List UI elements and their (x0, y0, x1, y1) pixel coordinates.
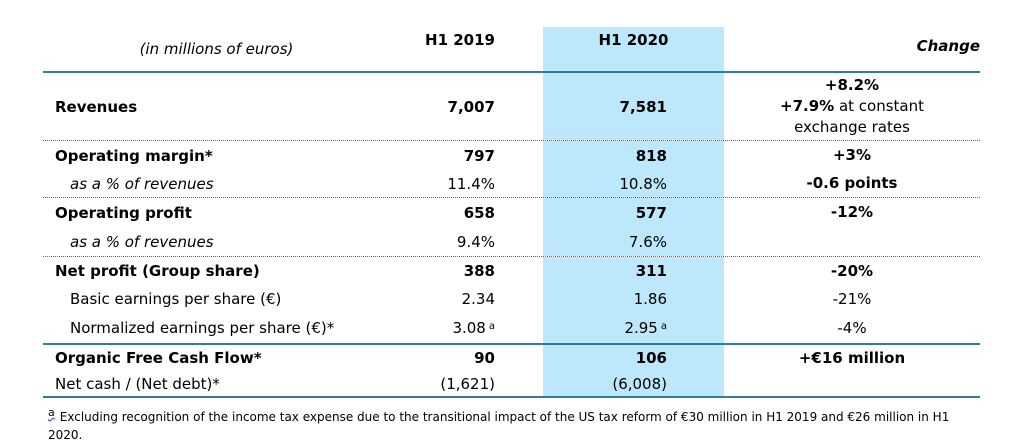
table-header-row: (in millions of euros) H1 2019 H1 2020 C… (43, 27, 980, 73)
value-h1-2020-basic-eps: 1.86 (543, 285, 724, 313)
change-organic-free-cash-flow: +€16 million (724, 345, 980, 371)
row-label-organic-free-cash-flow: Organic Free Cash Flow* (55, 349, 262, 367)
change-line: -4% (837, 318, 867, 337)
change-line: +3% (832, 146, 872, 164)
change-operating-margin-pct-revenues: -0.6 points (724, 170, 980, 197)
row-label-operating-margin: Operating margin* (55, 146, 213, 165)
value-h1-2019-operating-margin-pct-revenues: 11.4% (447, 174, 495, 193)
change-operating-profit-pct-revenues (724, 227, 980, 256)
change-line: exchange rates (794, 118, 910, 136)
footnote-ref-h1-2019-normalized-eps: a (488, 321, 495, 332)
table-row-operating-profit-pct-revenues: as a % of revenues 9.4% 7.6% (43, 227, 980, 257)
header-h1-2019: H1 2019 (425, 31, 495, 49)
table-row-normalized-eps: Normalized earnings per share (€)* 3.08 a 2… (43, 313, 980, 345)
value-h1-2019-revenues: 7,007 (447, 97, 495, 116)
value-h1-2020-operating-profit: 577 (543, 198, 724, 227)
row-label-net-profit-group-share: Net profit (Group share) (55, 262, 260, 280)
header-h1-2020: H1 2020 (543, 27, 724, 71)
row-label-normalized-eps: Normalized earnings per share (€)* (70, 319, 335, 337)
row-label-operating-profit-pct-revenues: as a % of revenues (70, 232, 214, 251)
value-h1-2019-operating-margin: 797 (463, 146, 495, 165)
change-line: +7.9% at constant (780, 97, 924, 115)
change-operating-margin: +3% (724, 141, 980, 170)
row-label-basic-eps: Basic earnings per share (€) (70, 290, 282, 308)
footnote-marker: a (48, 406, 55, 419)
change-line: +€16 million (798, 348, 906, 367)
table-row-net-cash-net-debt: Net cash / (Net debt)* (1,621) (6,008) (43, 371, 980, 398)
table-row-revenues: Revenues 7,007 7,581 +8.2% +7.9% at constant… (43, 73, 980, 141)
change-net-profit-group-share: -20% (724, 257, 980, 285)
change-line: -20% (830, 261, 874, 280)
value-h1-2020-operating-margin-pct-revenues: 10.8% (543, 170, 724, 197)
footnote-ref-h1-2020-normalized-eps: a (660, 321, 667, 332)
value-h1-2020-operating-profit-pct-revenues: 7.6% (543, 227, 724, 256)
row-label-revenues: Revenues (55, 97, 138, 116)
value-h1-2019-basic-eps: 2.34 (461, 290, 495, 308)
change-net-cash-net-debt (724, 371, 980, 396)
table-row-organic-free-cash-flow: Organic Free Cash Flow* 90 106 +€16 million (43, 345, 980, 371)
value-h1-2020-normalized-eps: 2.95 a (543, 313, 724, 343)
financial-results-table: (in millions of euros) H1 2019 H1 2020 C… (43, 27, 980, 398)
change-operating-profit: -12% (724, 198, 980, 227)
value-h1-2020-organic-free-cash-flow: 106 (543, 345, 724, 371)
footnote: a Excluding recognition of the income tax… (43, 398, 980, 444)
value-h1-2019-net-profit-group-share: 388 (463, 262, 495, 280)
row-label-operating-profit: Operating profit (55, 203, 192, 222)
value-h1-2019-net-cash-net-debt: (1,621) (440, 374, 495, 393)
change-revenues: +8.2% +7.9% at constant exchange rates (724, 73, 980, 140)
row-label-net-cash-net-debt: Net cash / (Net debt)* (55, 374, 220, 393)
table-row-basic-eps: Basic earnings per share (€) 2.34 1.86 -21% (43, 285, 980, 313)
table-row-operating-profit: Operating profit 658 577 -12% (43, 198, 980, 227)
change-line: +8.2% (824, 76, 880, 94)
change-basic-eps: -21% (724, 285, 980, 313)
value-h1-2020-operating-margin: 818 (543, 141, 724, 170)
value-h1-2020-revenues: 7,581 (543, 73, 724, 140)
table-row-operating-margin: Operating margin* 797 818 +3% (43, 141, 980, 170)
row-label-operating-margin-pct-revenues: as a % of revenues (70, 174, 214, 193)
change-normalized-eps: -4% (724, 313, 980, 343)
value-h1-2019-operating-profit-pct-revenues: 9.4% (456, 232, 495, 251)
change-line: -0.6 points (806, 174, 898, 192)
header-units-label: (in millions of euros) (139, 40, 294, 58)
value-h1-2020-net-cash-net-debt: (6,008) (543, 371, 724, 396)
table-row-net-profit-group-share: Net profit (Group share) 388 311 -20% (43, 257, 980, 285)
change-line: -12% (830, 203, 874, 221)
value-h1-2019-normalized-eps: 3.08 a (452, 319, 495, 337)
value-h1-2020-net-profit-group-share: 311 (543, 257, 724, 285)
header-change: Change (916, 36, 980, 55)
value-h1-2019-operating-profit: 658 (463, 203, 495, 222)
footnote-text: Excluding recognition of the income tax … (48, 410, 950, 442)
change-line: -21% (832, 289, 872, 308)
table-rows: Revenues 7,007 7,581 +8.2% +7.9% at constant… (43, 73, 980, 398)
table-row-operating-margin-pct-revenues: as a % of revenues 11.4% 10.8% -0.6 points (43, 170, 980, 198)
value-h1-2019-organic-free-cash-flow: 90 (474, 349, 495, 367)
